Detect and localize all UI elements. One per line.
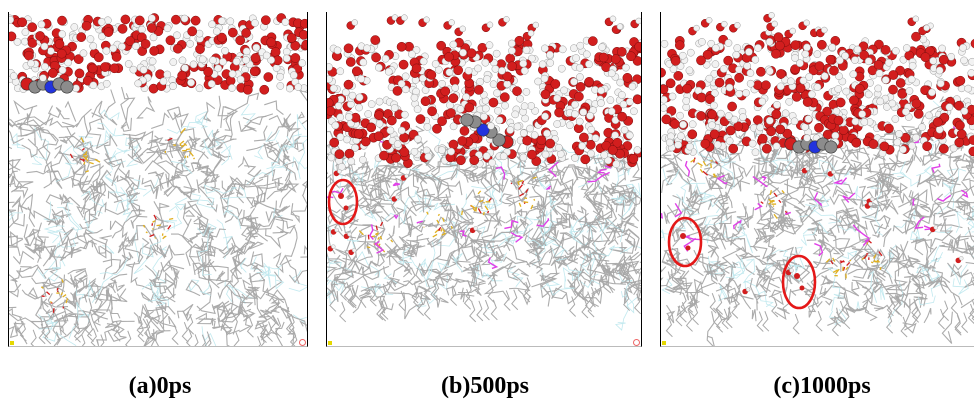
probe-molecule xyxy=(460,113,514,149)
polymer-matrix xyxy=(9,86,307,346)
water-layer xyxy=(661,12,974,295)
panel-0ps xyxy=(8,12,308,347)
panel-1000ps xyxy=(660,12,974,347)
caption-500ps: (b)500ps xyxy=(440,373,530,399)
highlight-circle xyxy=(327,178,359,226)
polymer-matrix xyxy=(661,96,974,346)
water-layer xyxy=(9,13,307,95)
axis-marker-icon xyxy=(633,339,640,346)
water-layer xyxy=(327,14,641,256)
molecular-snapshot-1000ps xyxy=(661,12,974,346)
molecular-snapshot-0ps xyxy=(9,13,307,346)
molecular-snapshot-500ps xyxy=(327,14,641,331)
caption-1000ps: (c)1000ps xyxy=(773,373,871,399)
sulfonate-group xyxy=(358,176,537,253)
axis-marker-icon xyxy=(662,341,666,345)
probe-molecule xyxy=(784,134,838,154)
caption-0ps: (a)0ps xyxy=(128,373,192,399)
probe-molecule xyxy=(20,74,74,94)
axis-marker-icon xyxy=(299,339,306,346)
axis-marker-icon xyxy=(328,341,332,345)
sulfonate-group xyxy=(40,127,196,313)
highlight-circle xyxy=(667,216,703,268)
panel-500ps xyxy=(326,12,642,347)
axis-marker-icon xyxy=(10,341,14,345)
highlight-circle xyxy=(781,254,817,310)
